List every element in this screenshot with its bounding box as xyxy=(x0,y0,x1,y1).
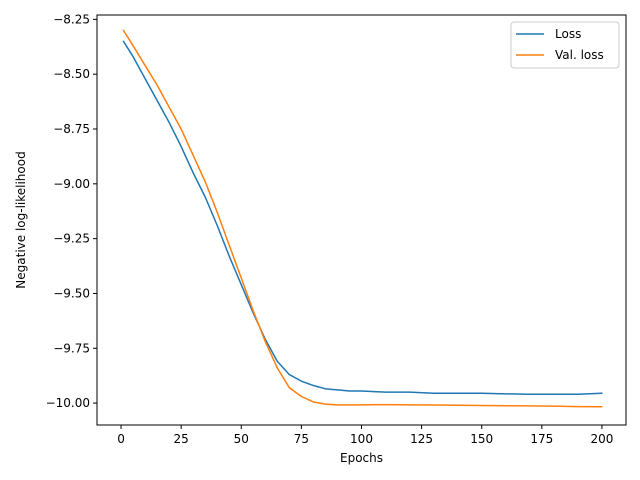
y-tick-label: −9.75 xyxy=(53,341,90,355)
y-tick-label: −8.50 xyxy=(53,67,90,81)
y-tick-label: −9.00 xyxy=(53,177,90,191)
x-tick-label: 50 xyxy=(234,432,249,446)
x-axis-label: Epochs xyxy=(340,451,383,465)
legend-label-loss: Loss xyxy=(555,27,581,41)
x-tick-label: 125 xyxy=(410,432,433,446)
series-layer xyxy=(122,29,603,408)
x-tick-label: 25 xyxy=(174,432,189,446)
x-tick-label: 0 xyxy=(117,432,125,446)
legend-label-val-loss: Val. loss xyxy=(555,48,604,62)
y-tick-label: −9.50 xyxy=(53,286,90,300)
y-axis: −10.00 −9.75 −9.50 −9.25 −9.00 −8.75 −8.50 −8.2… xyxy=(46,12,97,410)
x-tick-label: 75 xyxy=(294,432,309,446)
y-tick-label: −9.25 xyxy=(53,232,90,246)
x-tick-label: 150 xyxy=(470,432,493,446)
y-axis-label: Negative log-likelihood xyxy=(14,151,28,288)
x-axis: 0 25 50 75 100 125 150 175 200 xyxy=(117,425,613,446)
series-line-loss xyxy=(122,40,603,396)
x-tick-label: 200 xyxy=(591,432,614,446)
y-tick-label: −8.25 xyxy=(53,12,90,26)
legend: Loss Val. loss xyxy=(510,21,620,69)
y-tick-label: −10.00 xyxy=(46,396,90,410)
y-tick-label: −8.75 xyxy=(53,122,90,136)
series-line-val-loss xyxy=(122,29,603,408)
x-tick-label: 100 xyxy=(350,432,373,446)
x-tick-label: 175 xyxy=(530,432,553,446)
